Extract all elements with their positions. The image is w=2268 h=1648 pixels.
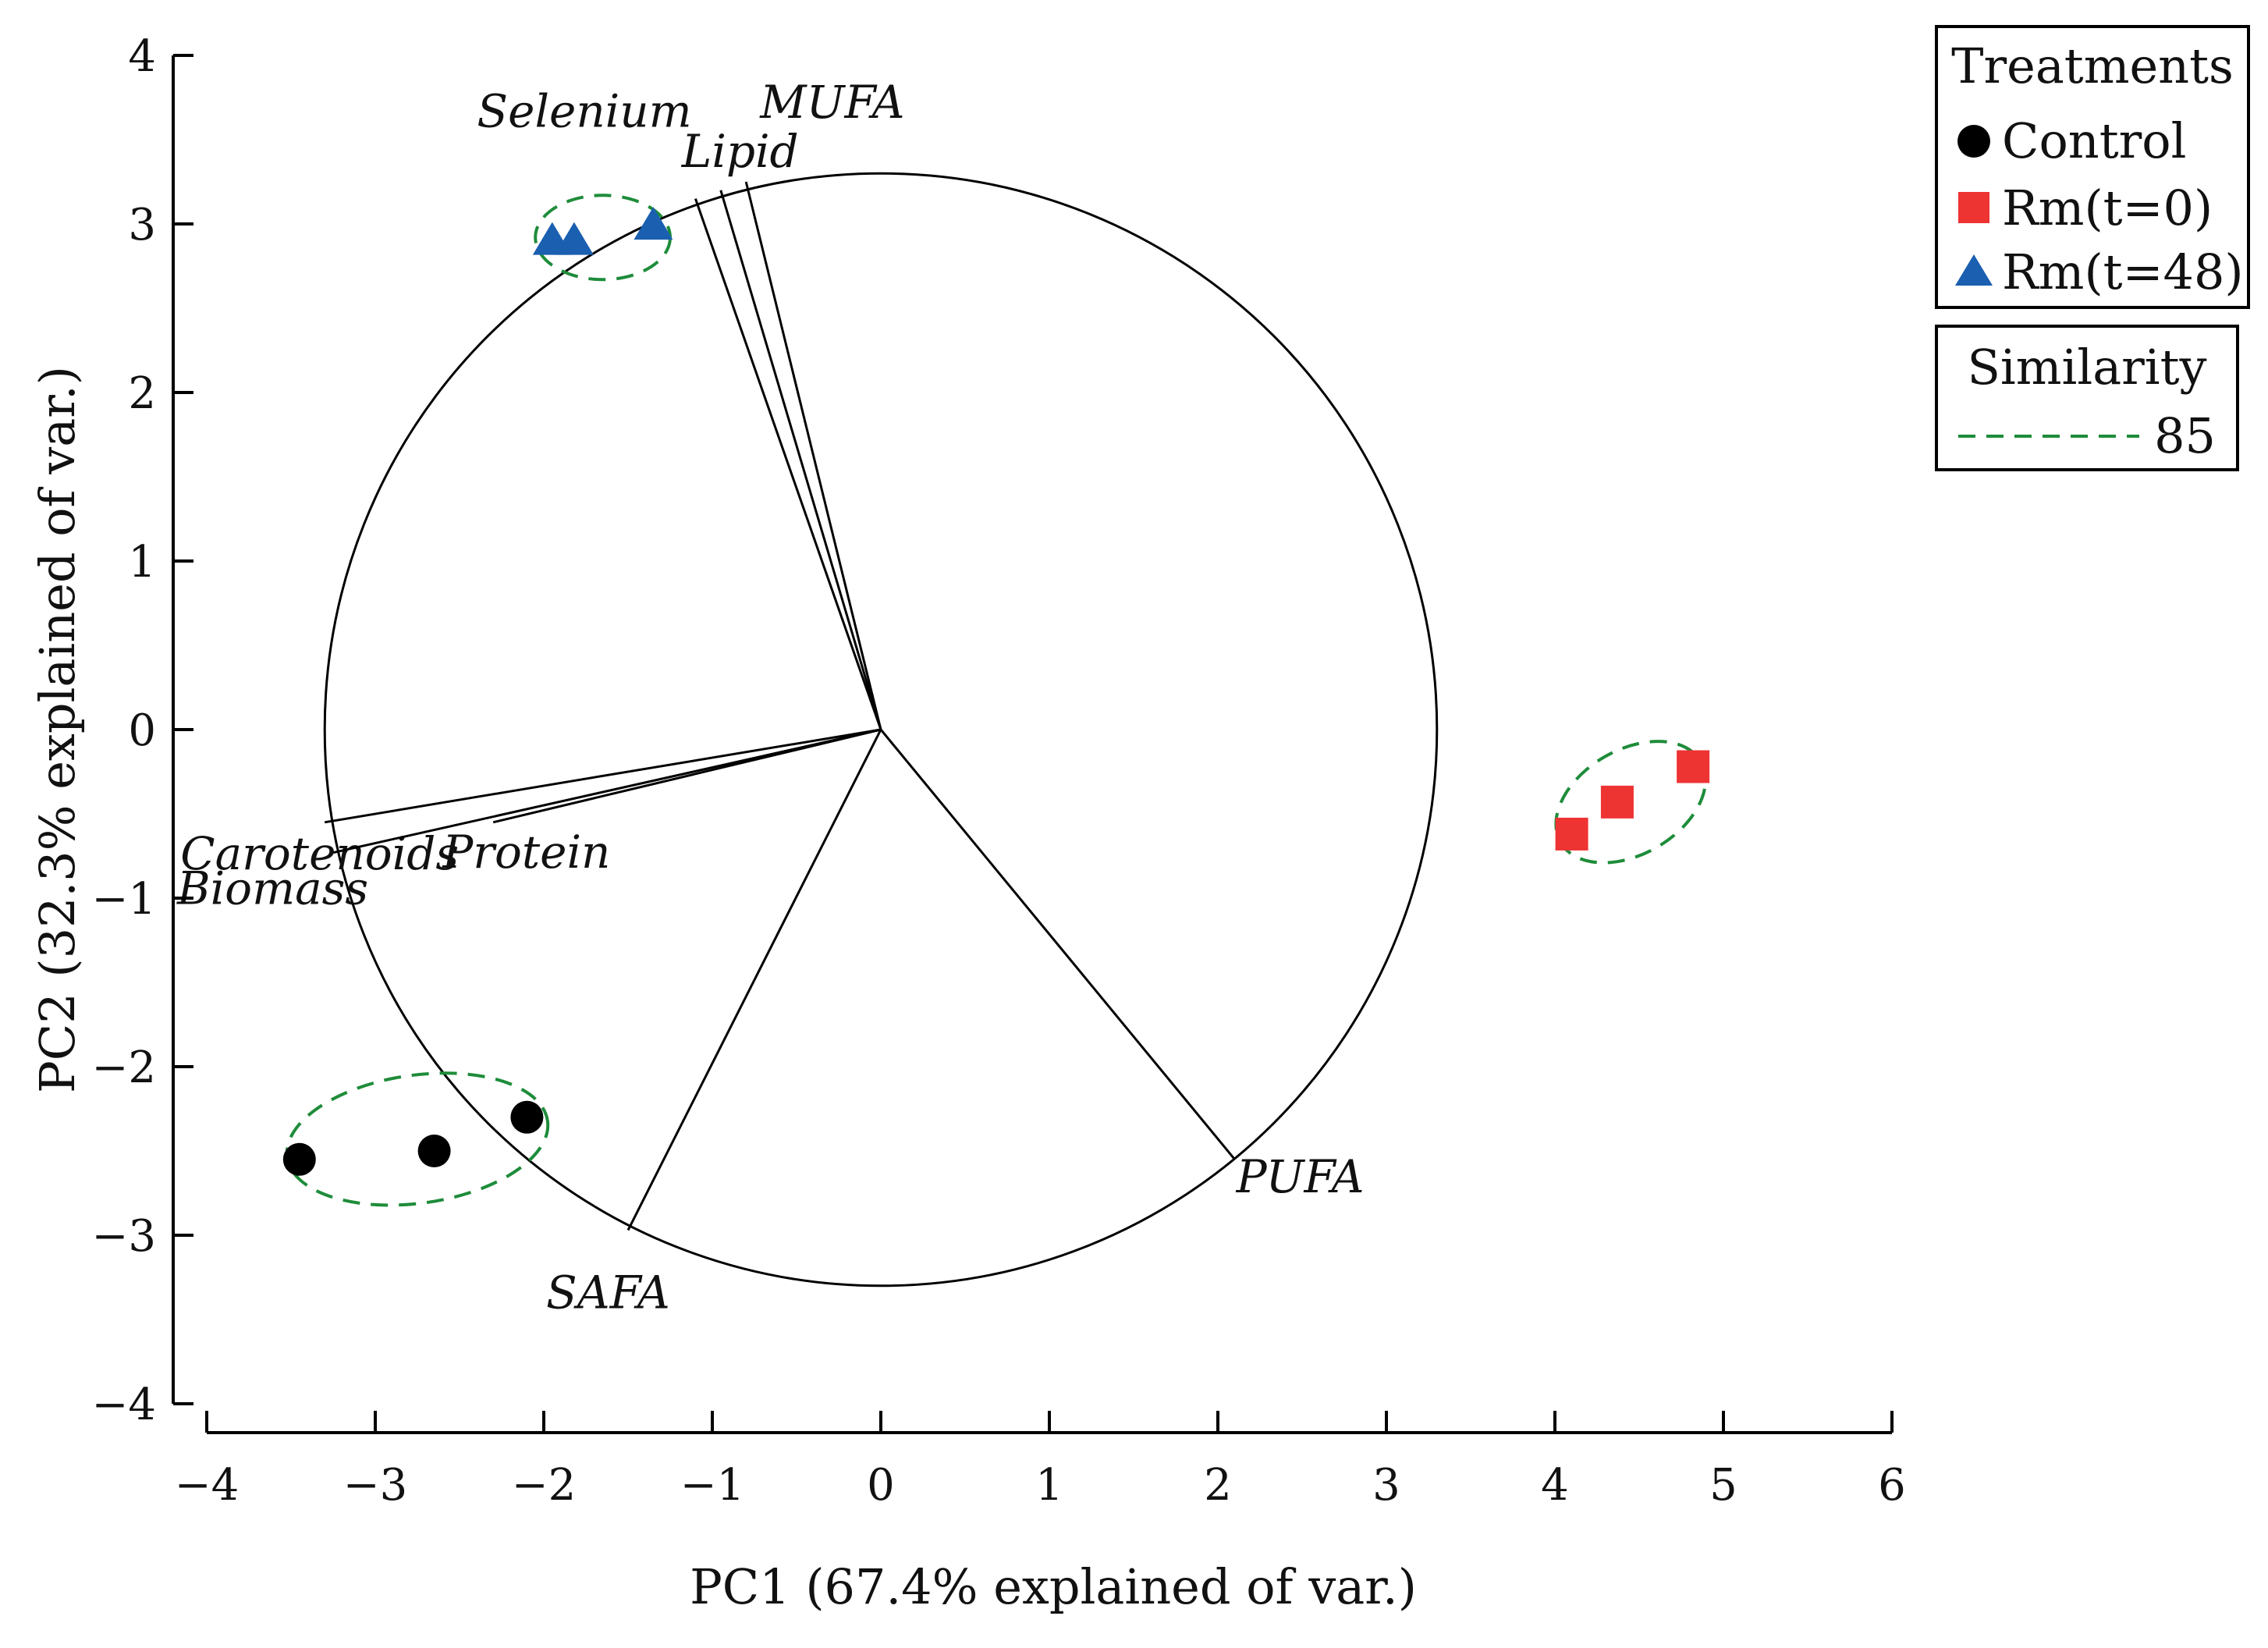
legend-rm0-marker [1958, 192, 1989, 223]
y-tick-label: −1 [91, 874, 156, 925]
loading-label-selenium: Selenium [477, 85, 691, 138]
axes-layer: −4 −3 −2 −1 0 1 2 3 4 5 6 4 3 2 1 0 −1 −2 −3 −4 [91, 31, 1905, 1511]
similarity-legend-title: Similarity [1967, 339, 2206, 396]
legend-control-marker [1957, 125, 1990, 158]
y-tick-label: 0 [128, 705, 156, 756]
y-tick-label: 3 [128, 200, 156, 250]
x-tick-label: 4 [1541, 1460, 1569, 1511]
point-rm-t-48-2 [554, 222, 594, 255]
point-control-1 [282, 1142, 316, 1176]
loading-vector-selenium [694, 198, 882, 730]
treatments-legend-box [1935, 25, 2250, 309]
loading-vector-protein [492, 728, 882, 824]
x-tick-label: −2 [512, 1460, 577, 1511]
x-tick-label: −1 [680, 1460, 745, 1511]
x-tick-label: 1 [1035, 1460, 1063, 1511]
legend-control-label: Control [2002, 112, 2186, 169]
x-tick-label: −4 [175, 1460, 240, 1511]
data-points-layer [282, 207, 1710, 1176]
similarity-ellipse-control [285, 1071, 550, 1207]
y-axis-title: PC2 (32.3% explained of var.) [29, 366, 86, 1093]
point-rm-t-48-3 [634, 207, 673, 240]
legend-rm48-marker [1955, 254, 1993, 286]
loading-label-lipid: Lipid [681, 125, 799, 178]
similarity-legend-box [1935, 325, 2239, 471]
loading-label-mufa: MUFA [759, 76, 904, 129]
loading-label-protein: Protein [442, 826, 610, 879]
y-tick-label: −3 [91, 1211, 156, 1262]
legend-rm0-label: Rm(t=0) [2002, 179, 2213, 236]
point-rm-t-0-3 [1677, 750, 1710, 783]
treatments-legend: Treatments Control Rm(t=0) Rm(t=48) [1935, 25, 2250, 309]
y-tick-label: 4 [128, 31, 156, 82]
loading-vector-pufa [879, 729, 1236, 1160]
x-tick-label: 3 [1372, 1460, 1400, 1511]
loading-vector-biomass [332, 728, 882, 854]
x-tick-label: −3 [343, 1460, 408, 1511]
y-tick-label: −4 [91, 1380, 156, 1430]
x-tick-label: 0 [867, 1460, 895, 1511]
legend-rm48-label: Rm(t=48) [2002, 243, 2244, 300]
similarity-ellipses-layer [285, 194, 1708, 1207]
loading-vector-lipid [719, 190, 882, 730]
loading-vectors-layer: MUFASeleniumLipidCarotenoidsBiomassProte… [176, 76, 1365, 1319]
similarity-legend: Similarity 85 [1935, 325, 2239, 471]
loading-vector-safa [626, 729, 882, 1231]
point-control-3 [510, 1100, 544, 1134]
correlation-circle-layer [323, 172, 1439, 1288]
similarity-legend-value: 85 [2154, 407, 2216, 464]
correlation-circle [323, 172, 1439, 1288]
x-tick-label: 2 [1204, 1460, 1232, 1511]
x-tick-label: 6 [1878, 1460, 1906, 1511]
y-tick-label: 1 [128, 537, 156, 588]
y-tick-label: 2 [128, 368, 156, 419]
y-tick-label: −2 [91, 1042, 156, 1093]
loading-vector-mufa [744, 181, 882, 730]
loading-vector-carotenoids [324, 728, 882, 824]
point-rm-t-0-2 [1600, 785, 1634, 819]
treatments-legend-title: Treatments [1951, 37, 2234, 94]
point-rm-t-0-1 [1555, 817, 1588, 851]
loading-label-safa: SAFA [546, 1266, 670, 1319]
x-tick-label: 5 [1709, 1460, 1737, 1511]
x-axis-title: PC1 (67.4% explained of var.) [690, 1558, 1417, 1615]
loading-label-biomass: Biomass [176, 862, 368, 915]
loading-label-pufa: PUFA [1236, 1150, 1365, 1203]
point-control-2 [417, 1135, 451, 1167]
